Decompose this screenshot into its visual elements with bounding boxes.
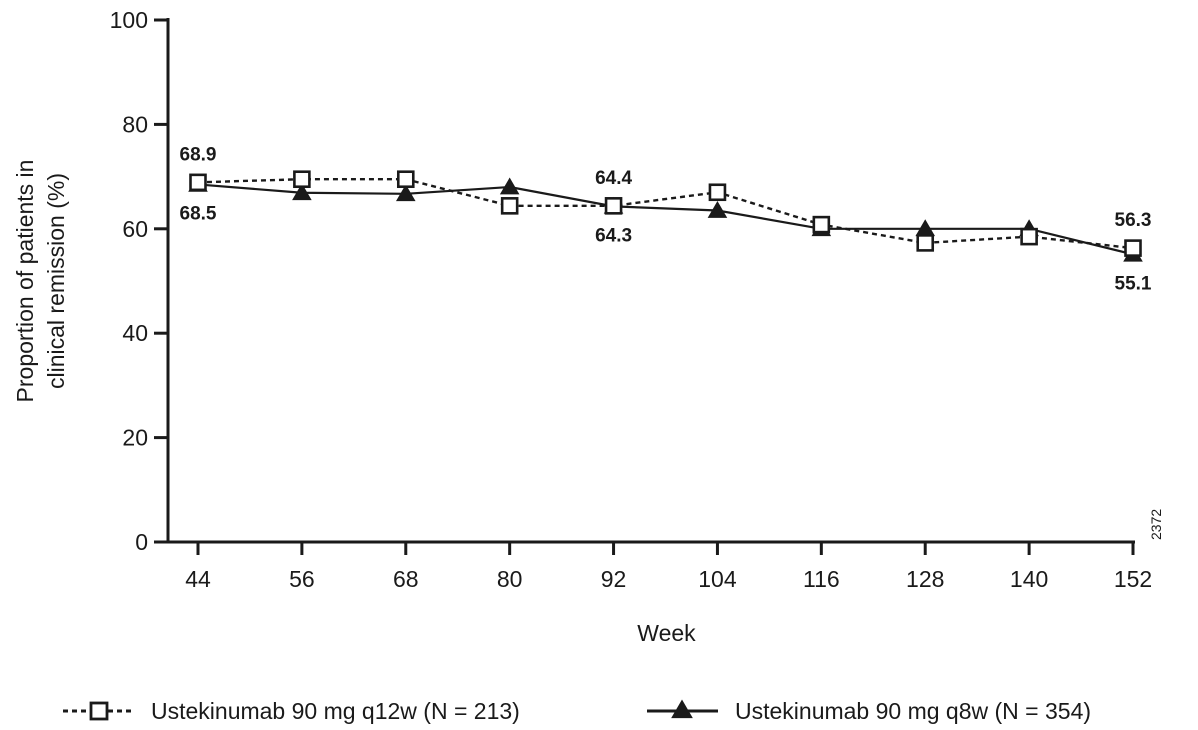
- legend-marker-filled-triangle: [671, 699, 693, 719]
- data-point-q12w: [1020, 227, 1038, 246]
- data-labels: 68.9 68.5 64.4 64.3 56.3 55.1: [180, 144, 1152, 294]
- data-point-q8w: [499, 177, 520, 195]
- data-point-q8w: [395, 184, 416, 202]
- x-tick-label: 92: [601, 566, 627, 592]
- legend: Ustekinumab 90 mg q12w (N = 213) Ustekin…: [63, 698, 1091, 724]
- data-point-q12w: [189, 173, 207, 192]
- series-layer: [188, 170, 1143, 262]
- y-tick-label: 40: [122, 320, 148, 346]
- y-tick-label: 0: [135, 529, 148, 555]
- y-axis-title: Proportion of patients in clinical remis…: [12, 160, 69, 403]
- data-point-q8w: [707, 201, 728, 218]
- y-axis-title-line-1: Proportion of patients in: [12, 160, 38, 403]
- data-label: 56.3: [1115, 210, 1152, 231]
- series-line-q12w: [197, 178, 1134, 250]
- y-ticks: 0 20 40 60 80 100: [110, 7, 168, 555]
- x-tick-label: 68: [393, 566, 419, 592]
- y-tick-label: 80: [122, 111, 148, 137]
- data-point-q12w: [396, 170, 415, 189]
- data-label: 55.1: [1115, 273, 1152, 294]
- figure-id: 2372: [1148, 509, 1164, 540]
- data-point-q12w: [293, 170, 311, 189]
- x-tick-label: 80: [497, 566, 523, 592]
- y-tick-label: 20: [122, 425, 148, 451]
- legend-label-q12w: Ustekinumab 90 mg q12w (N = 213): [151, 698, 520, 724]
- legend-item-q8w: Ustekinumab 90 mg q8w (N = 354): [647, 698, 1091, 724]
- data-point-q12w: [812, 215, 831, 234]
- data-point-q12w: [1124, 239, 1142, 257]
- x-tick-label: 128: [906, 566, 944, 592]
- data-label: 64.3: [595, 225, 632, 246]
- x-axis-title: Week: [637, 620, 696, 646]
- data-label: 64.4: [595, 168, 632, 189]
- y-axis-title-line-2: clinical remission (%): [43, 173, 69, 389]
- data-point-q8w: [292, 183, 312, 201]
- x-tick-label: 116: [803, 566, 840, 592]
- series-line-q8w: [197, 183, 1134, 256]
- legend-marker-open-square: [89, 701, 109, 721]
- data-label: 68.5: [180, 203, 217, 224]
- data-point-q12w: [604, 197, 623, 215]
- x-tick-label: 152: [1114, 566, 1152, 592]
- x-tick-label: 56: [289, 566, 315, 592]
- x-tick-label: 104: [698, 566, 737, 592]
- legend-item-q12w: Ustekinumab 90 mg q12w (N = 213): [63, 698, 520, 724]
- data-label: 68.9: [180, 144, 217, 165]
- data-point-q12w: [916, 234, 935, 252]
- y-tick-label: 60: [122, 216, 148, 242]
- data-point-q12w: [708, 183, 727, 202]
- x-tick-label: 140: [1010, 566, 1048, 592]
- x-ticks: 44 56 68 80 92 104 116 128 140 152: [185, 542, 1152, 592]
- legend-label-q8w: Ustekinumab 90 mg q8w (N = 354): [735, 698, 1091, 724]
- x-tick-label: 44: [185, 566, 211, 592]
- y-tick-label: 100: [110, 7, 148, 33]
- data-point-q12w: [500, 197, 519, 215]
- axes: [166, 18, 1135, 544]
